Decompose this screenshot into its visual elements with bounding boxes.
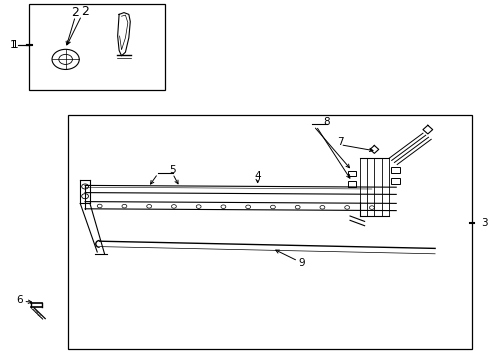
Bar (390, 178, 399, 184)
Text: 2: 2 (71, 6, 79, 19)
Text: 1: 1 (12, 40, 19, 50)
Text: 7: 7 (336, 137, 343, 147)
Text: 3: 3 (480, 218, 487, 228)
Bar (29, 4, 165, 90)
Bar (347, 171, 356, 176)
Text: 8: 8 (323, 117, 329, 127)
Text: 1: 1 (10, 40, 16, 50)
Bar (68, 115, 470, 349)
Bar (347, 181, 356, 187)
Text: 4: 4 (254, 171, 261, 181)
Bar (390, 167, 399, 173)
Text: 9: 9 (298, 258, 304, 268)
Text: 5: 5 (169, 165, 176, 175)
Text: 6: 6 (16, 294, 23, 305)
Text: 2: 2 (81, 5, 89, 18)
